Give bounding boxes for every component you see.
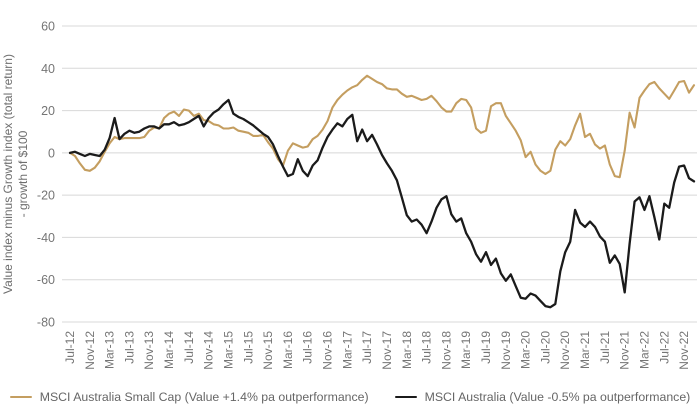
x-tick-label: Nov-12 <box>83 331 97 370</box>
legend-swatch-msci-australia <box>394 395 417 399</box>
x-tick-label: Jul-22 <box>657 331 671 364</box>
x-tick-label: Jul-14 <box>182 331 196 364</box>
x-tick-label: Jul-18 <box>420 331 434 364</box>
y-tick-label: 60 <box>41 20 55 34</box>
chart-legend: MSCI Australia Small Cap (Value +1.4% pa… <box>0 390 700 404</box>
x-tick-label: Mar-16 <box>281 331 295 369</box>
legend-label-small-cap: MSCI Australia Small Cap (Value +1.4% pa… <box>39 390 369 404</box>
x-tick-label: Jul-13 <box>122 331 136 364</box>
y-axis-tick-labels: 60 40 20 0 -20 -40 -60 -80 <box>37 20 55 330</box>
x-tick-label: Nov-18 <box>439 331 453 370</box>
gridlines <box>62 25 697 323</box>
y-tick-label: 40 <box>41 62 55 76</box>
y-tick-label: -40 <box>37 231 55 245</box>
x-tick-label: Nov-22 <box>677 331 691 370</box>
x-tick-label: Nov-13 <box>142 331 156 370</box>
x-tick-label: Mar-21 <box>578 331 592 369</box>
x-tick-label: Jul-21 <box>598 331 612 364</box>
y-tick-label: 0 <box>48 146 55 160</box>
x-tick-label: Nov-19 <box>499 331 513 370</box>
x-tick-label: Jul-19 <box>479 331 493 364</box>
x-axis-tick-labels: Jul-12 Nov-12 Mar-13 Jul-13 Nov-13 Mar-14 Jul-… <box>63 331 691 370</box>
legend-item-msci-australia-small-cap: MSCI Australia Small Cap (Value +1.4% pa… <box>9 390 369 404</box>
x-tick-label: Nov-14 <box>202 331 216 370</box>
x-tick-label: Mar-17 <box>340 331 354 369</box>
x-tick-label: Mar-19 <box>459 331 473 369</box>
x-tick-label: Nov-20 <box>558 331 572 370</box>
legend-item-msci-australia: MSCI Australia (Value -0.5% pa outperfor… <box>394 390 691 404</box>
legend-label-msci-australia: MSCI Australia (Value -0.5% pa outperfor… <box>424 390 691 404</box>
x-tick-label: Jul-16 <box>301 331 315 364</box>
x-tick-label: Mar-18 <box>400 331 414 369</box>
x-tick-label: Mar-15 <box>222 331 236 369</box>
x-tick-label: Jul-15 <box>241 331 255 364</box>
x-tick-label: Jul-20 <box>538 331 552 364</box>
line-msci-australia-small-cap <box>68 74 696 179</box>
x-tick-label: Nov-17 <box>380 331 394 370</box>
x-tick-label: Nov-21 <box>618 331 632 370</box>
y-tick-label: 20 <box>41 104 55 118</box>
line-msci-australia <box>68 98 696 309</box>
x-tick-label: Mar-13 <box>103 331 117 369</box>
series-lines <box>68 74 696 309</box>
x-tick-label: Jul-12 <box>63 331 77 364</box>
x-tick-label: Mar-20 <box>519 331 533 369</box>
legend-swatch-small-cap <box>9 395 32 399</box>
y-tick-label: -60 <box>37 273 55 287</box>
y-tick-label: -80 <box>37 316 55 330</box>
x-tick-label: Mar-22 <box>638 331 652 369</box>
x-tick-label: Nov-16 <box>321 331 335 370</box>
x-tick-label: Nov-15 <box>261 331 275 370</box>
y-tick-label: -20 <box>37 189 55 203</box>
x-tick-label: Mar-14 <box>162 331 176 369</box>
x-tick-label: Jul-17 <box>360 331 374 364</box>
